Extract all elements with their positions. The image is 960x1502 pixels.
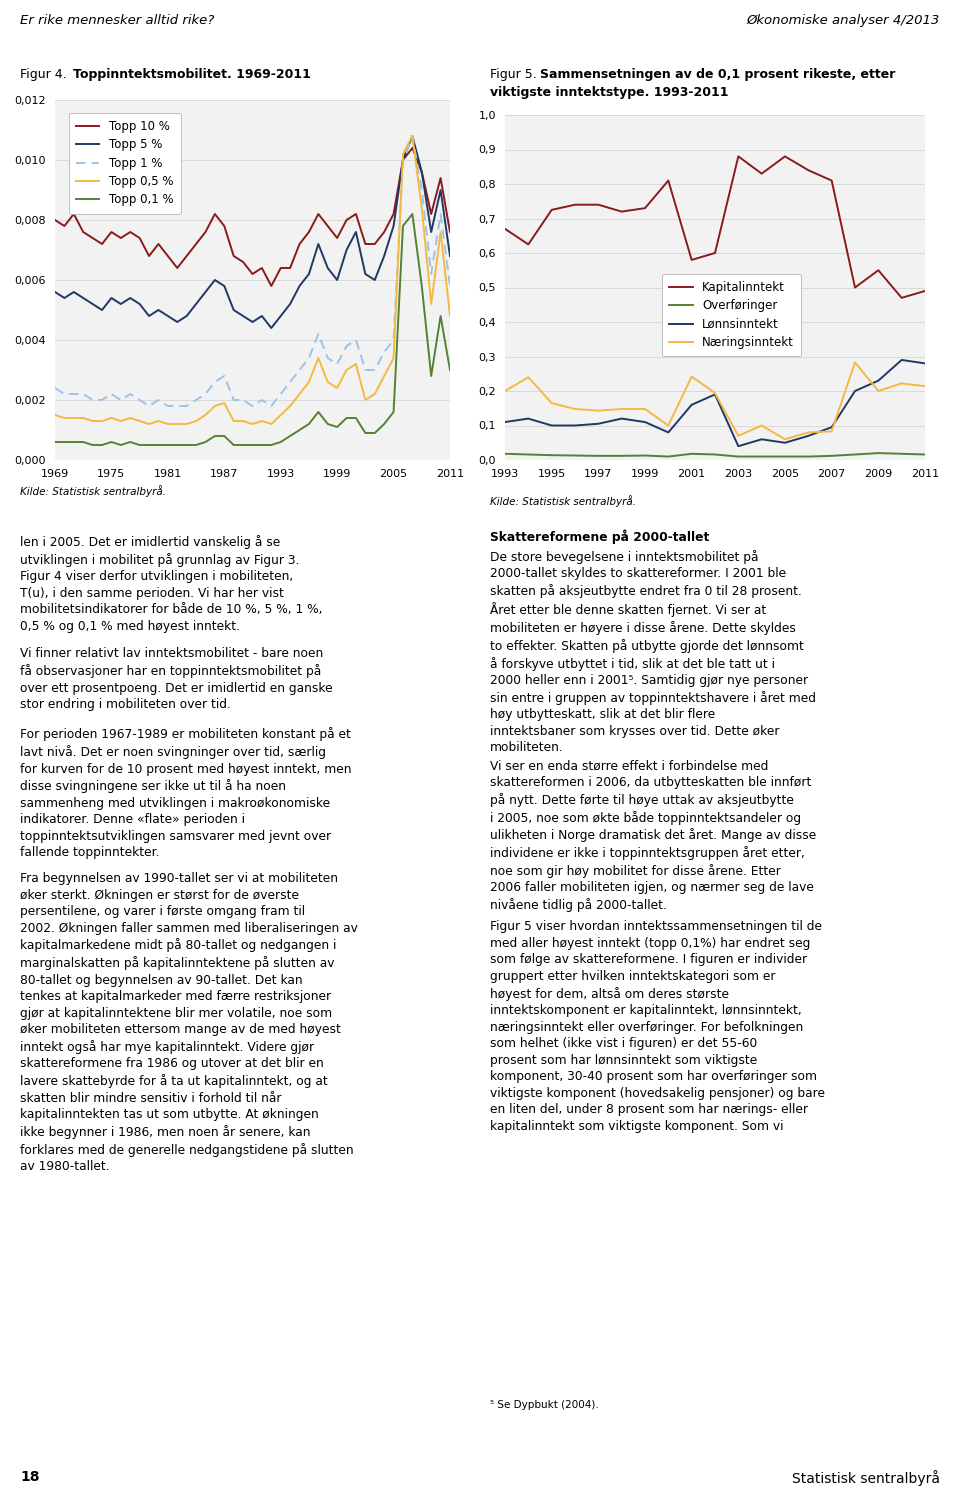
Text: Figur 4.: Figur 4. (20, 68, 67, 81)
Text: Figur 5.: Figur 5. (490, 68, 537, 81)
Text: Skattereformene på 2000-tallet: Skattereformene på 2000-tallet (490, 529, 708, 544)
Text: Figur 5 viser hvordan inntektssammensetningen til de
med aller høyest inntekt (t: Figur 5 viser hvordan inntektssammensetn… (490, 921, 825, 1133)
Text: Vi finner relativt lav inntektsmobilitet - bare noen
få observasjoner har en top: Vi finner relativt lav inntektsmobilitet… (20, 647, 333, 710)
Text: For perioden 1967-1989 er mobiliteten konstant på et
lavt nivå. Det er noen svin: For perioden 1967-1989 er mobiliteten ko… (20, 727, 351, 859)
Text: Fra begynnelsen av 1990-tallet ser vi at mobiliteten
øker sterkt. Økningen er st: Fra begynnelsen av 1990-tallet ser vi at… (20, 873, 358, 1173)
Text: Kilde: Statistisk sentralbyrå.: Kilde: Statistisk sentralbyrå. (490, 496, 636, 506)
Text: 18: 18 (20, 1470, 39, 1484)
Text: Er rike mennesker alltid rike?: Er rike mennesker alltid rike? (20, 14, 214, 27)
Text: Økonomiske analyser 4/2013: Økonomiske analyser 4/2013 (747, 14, 940, 27)
Text: De store bevegelsene i inntektsmobilitet på
2000-tallet skyldes to skattereforme: De store bevegelsene i inntektsmobilitet… (490, 550, 816, 754)
Text: Vi ser en enda større effekt i forbindelse med
skattereformen i 2006, da utbytte: Vi ser en enda større effekt i forbindel… (490, 760, 816, 912)
Text: Statistisk sentralbyrå: Statistisk sentralbyrå (792, 1470, 940, 1485)
Text: len i 2005. Det er imidlertid vanskelig å se
utviklingen i mobilitet på grunnlag: len i 2005. Det er imidlertid vanskelig … (20, 535, 323, 632)
Text: ⁵ Se Dypbukt (2004).: ⁵ Se Dypbukt (2004). (490, 1400, 598, 1410)
Legend: Topp 10 %, Topp 5 %, Topp 1 %, Topp 0,5 %, Topp 0,1 %: Topp 10 %, Topp 5 %, Topp 1 %, Topp 0,5 … (69, 113, 180, 213)
Text: Toppinntektsmobilitet. 1969-2011: Toppinntektsmobilitet. 1969-2011 (73, 68, 311, 81)
Legend: Kapitalinntekt, Overføringer, Lønnsinntekt, Næringsinntekt: Kapitalinntekt, Overføringer, Lønnsinnte… (662, 273, 802, 356)
Text: viktigste inntektstype. 1993-2011: viktigste inntektstype. 1993-2011 (490, 86, 728, 99)
Text: Kilde: Statistisk sentralbyrå.: Kilde: Statistisk sentralbyrå. (20, 485, 166, 497)
Text: Sammensetningen av de 0,1 prosent rikeste, etter: Sammensetningen av de 0,1 prosent rikest… (540, 68, 896, 81)
